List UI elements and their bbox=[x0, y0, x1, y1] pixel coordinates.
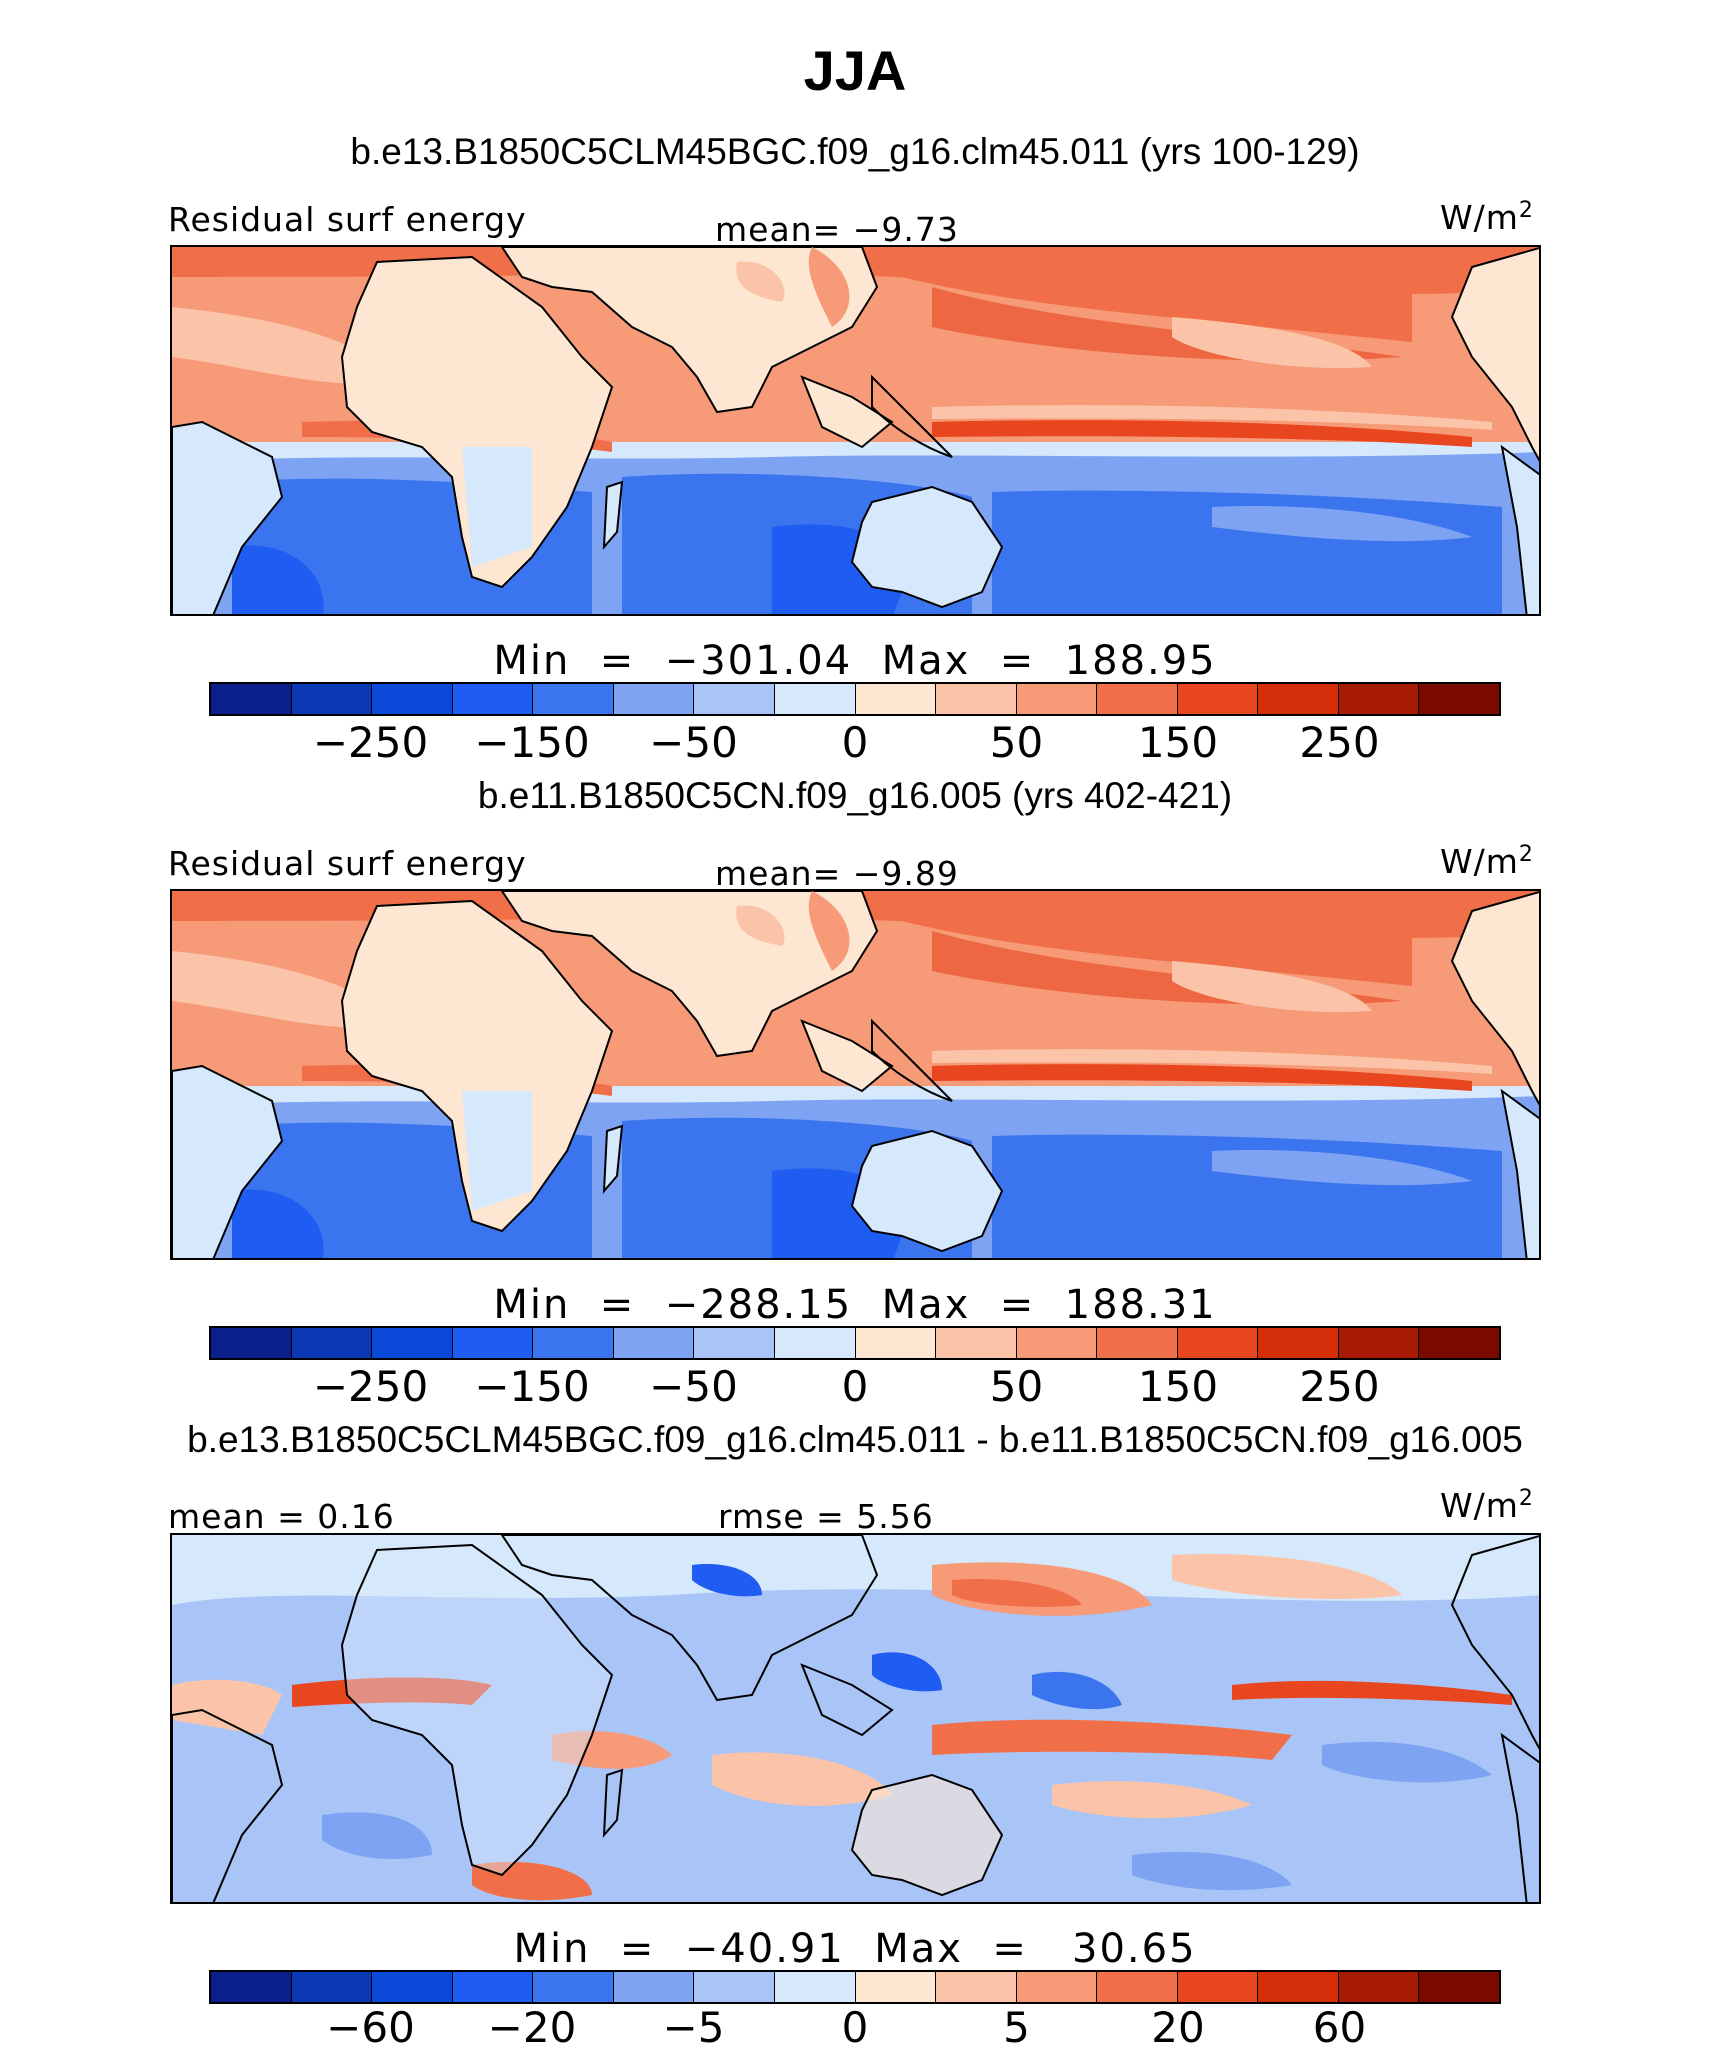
colorbar-swatch bbox=[1016, 1972, 1098, 2002]
colorbar-swatch bbox=[694, 1328, 775, 1358]
colorbar-swatch bbox=[1177, 684, 1259, 714]
panel-2-map bbox=[170, 889, 1541, 1260]
colorbar-swatch bbox=[211, 1328, 292, 1358]
colorbar-swatch bbox=[1097, 1328, 1178, 1358]
figure-title: JJA bbox=[803, 39, 907, 102]
colorbar-swatch bbox=[1097, 1972, 1178, 2002]
panel-1-minmax: Min = −301.04 Max = 188.95 bbox=[493, 638, 1217, 684]
colorbar-swatch bbox=[613, 684, 695, 714]
colorbar-swatch bbox=[533, 1972, 614, 2002]
colorbar-swatch bbox=[1258, 1328, 1339, 1358]
panel-3-mean-label: mean = 0.16 bbox=[168, 1497, 395, 1536]
panel-1-variable-label: Residual surf energy bbox=[168, 200, 527, 239]
colorbar-tick-label: 0 bbox=[841, 718, 869, 767]
colorbar-tick-label: −50 bbox=[649, 718, 738, 767]
colorbar-swatch bbox=[533, 684, 614, 714]
colorbar-tick-label: 5 bbox=[1003, 2003, 1030, 2052]
panel-2-case-title: b.e11.B1850C5CN.f09_g16.005 (yrs 402-421… bbox=[477, 775, 1233, 816]
colorbar-tick-label: 250 bbox=[1299, 1362, 1380, 1411]
colorbar-swatch bbox=[452, 1328, 534, 1358]
colorbar-tick-label: −250 bbox=[312, 718, 429, 767]
colorbar-swatch bbox=[1419, 1972, 1499, 2002]
colorbar-swatch bbox=[1258, 684, 1339, 714]
colorbar-tick-label: −50 bbox=[649, 1362, 738, 1411]
colorbar-swatch bbox=[774, 1972, 856, 2002]
colorbar-tick-label: 250 bbox=[1299, 718, 1380, 767]
colorbar-swatch bbox=[372, 1328, 453, 1358]
colorbar-tick-label: −150 bbox=[474, 1362, 590, 1411]
colorbar-swatch bbox=[774, 1328, 856, 1358]
colorbar-swatch bbox=[372, 1972, 453, 2002]
colorbar-swatch bbox=[855, 1328, 937, 1358]
colorbar-tick-label: 0 bbox=[841, 2003, 869, 2052]
colorbar-swatch bbox=[372, 684, 453, 714]
colorbar-tick-label: −20 bbox=[487, 2003, 577, 2052]
colorbar-swatch bbox=[1016, 1328, 1098, 1358]
colorbar-swatch bbox=[1177, 1328, 1259, 1358]
colorbar-swatch bbox=[452, 1972, 534, 2002]
panel-2-mean-label: mean= −9.89 bbox=[715, 854, 959, 893]
colorbar-swatch bbox=[211, 684, 292, 714]
colorbar-swatch bbox=[211, 1972, 292, 2002]
panel-1-mean-label: mean= −9.73 bbox=[715, 210, 959, 249]
colorbar-tick-label: 50 bbox=[989, 718, 1044, 767]
colorbar-tick-label: 50 bbox=[989, 1362, 1044, 1411]
colorbar-swatch bbox=[694, 1972, 775, 2002]
colorbar-swatch bbox=[1338, 1328, 1420, 1358]
panel-2-colorbar bbox=[209, 1326, 1501, 1360]
colorbar-swatch bbox=[533, 1328, 614, 1358]
colorbar-tick-label: 0 bbox=[841, 1362, 869, 1411]
colorbar-tick-label: −5 bbox=[662, 2003, 725, 2052]
colorbar-swatch bbox=[1338, 684, 1420, 714]
colorbar-swatch bbox=[1097, 684, 1178, 714]
panel-1-colorbar bbox=[209, 682, 1501, 716]
colorbar-swatch bbox=[613, 1972, 695, 2002]
panel-3-unit-label: W/m2 bbox=[1440, 1486, 1534, 1525]
colorbar-swatch bbox=[291, 1328, 373, 1358]
colorbar-swatch bbox=[1419, 1328, 1499, 1358]
colorbar-tick-label: 150 bbox=[1137, 1362, 1219, 1411]
colorbar-tick-label: −60 bbox=[326, 2003, 415, 2052]
colorbar-swatch bbox=[291, 684, 373, 714]
colorbar-tick-label: −150 bbox=[474, 718, 590, 767]
colorbar-swatch bbox=[1016, 684, 1098, 714]
panel-1-unit-label: W/m2 bbox=[1440, 198, 1534, 237]
panel-1-map bbox=[170, 245, 1541, 616]
colorbar-swatch bbox=[855, 684, 937, 714]
colorbar-swatch bbox=[774, 684, 856, 714]
colorbar-swatch bbox=[291, 1972, 373, 2002]
colorbar-swatch bbox=[936, 1972, 1017, 2002]
panel-3-rmse-label: rmse = 5.56 bbox=[718, 1497, 934, 1536]
panel-3-map bbox=[170, 1533, 1541, 1904]
colorbar-tick-label: 150 bbox=[1137, 718, 1219, 767]
panel-3-case-title: b.e13.B1850C5CLM45BGC.f09_g16.clm45.011 … bbox=[187, 1419, 1523, 1460]
colorbar-swatch bbox=[1258, 1972, 1339, 2002]
panel-3-colorbar bbox=[209, 1970, 1501, 2004]
panel-2-unit-label: W/m2 bbox=[1440, 842, 1534, 881]
colorbar-swatch bbox=[936, 1328, 1017, 1358]
colorbar-tick-label: 60 bbox=[1312, 2003, 1367, 2052]
panel-1-case-title: b.e13.B1850C5CLM45BGC.f09_g16.clm45.011 … bbox=[350, 131, 1360, 172]
colorbar-swatch bbox=[1338, 1972, 1420, 2002]
colorbar-swatch bbox=[1177, 1972, 1259, 2002]
colorbar-swatch bbox=[855, 1972, 937, 2002]
colorbar-swatch bbox=[936, 684, 1017, 714]
colorbar-swatch bbox=[452, 684, 534, 714]
panel-2-variable-label: Residual surf energy bbox=[168, 844, 527, 883]
colorbar-tick-label: 20 bbox=[1151, 2003, 1205, 2052]
colorbar-swatch bbox=[613, 1328, 695, 1358]
colorbar-tick-label: −250 bbox=[312, 1362, 429, 1411]
panel-3-minmax: Min = −40.91 Max = 30.65 bbox=[513, 1926, 1197, 1972]
colorbar-swatch bbox=[1419, 684, 1499, 714]
panel-2-minmax: Min = −288.15 Max = 188.31 bbox=[493, 1282, 1217, 1328]
colorbar-swatch bbox=[694, 684, 775, 714]
